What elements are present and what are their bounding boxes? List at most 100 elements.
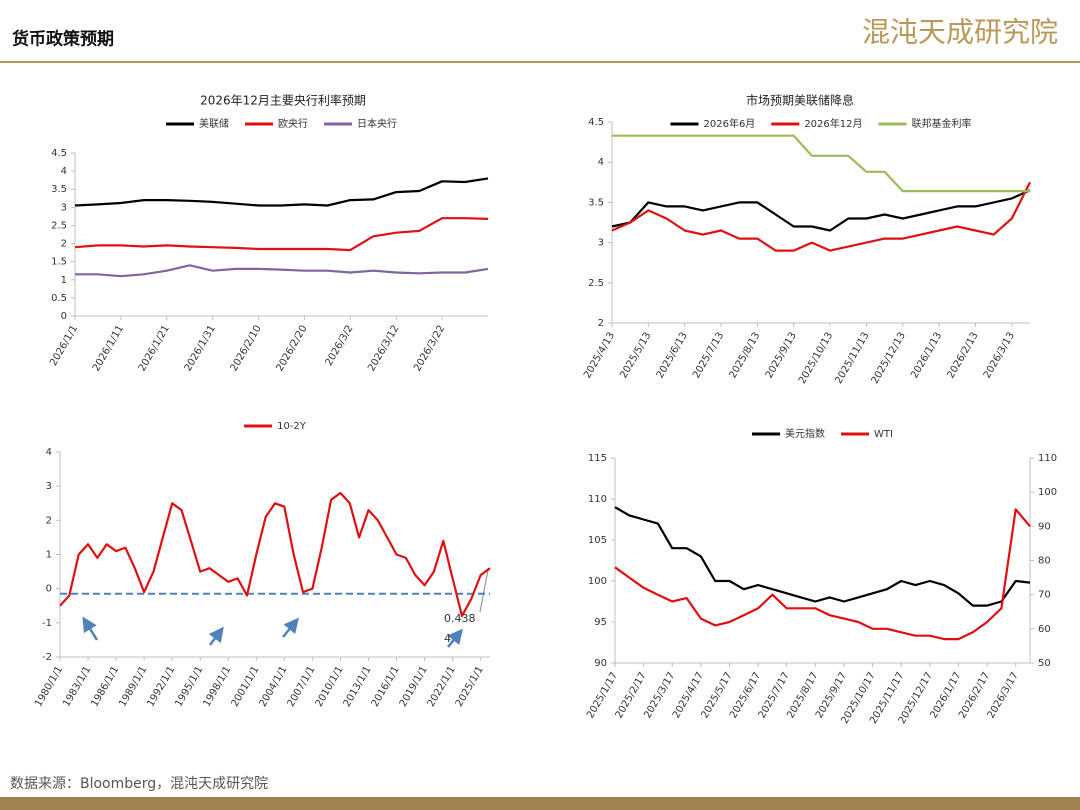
y2-tick-label: 80 — [1038, 556, 1051, 567]
source-note: 数据来源：Bloomberg，混沌天成研究院 — [10, 776, 268, 792]
x-tick-label: 2026/1/21 — [137, 324, 172, 374]
header-rule — [0, 61, 1080, 63]
x-tick-label: 1995/1/1 — [173, 665, 205, 709]
y2-tick-label: 100 — [1038, 487, 1057, 498]
x-tick-label: 2026/2/10 — [229, 324, 264, 374]
x-tick-label: 2025/5/13 — [618, 331, 653, 381]
legend-label: 美元指数 — [785, 427, 825, 440]
arrow — [282, 617, 299, 638]
arrow — [82, 616, 99, 641]
x-tick-label: 2026/2/13 — [946, 331, 981, 381]
x-tick-label: 2004/1/1 — [258, 665, 290, 709]
annotation-text: 0.4384 — [444, 612, 476, 645]
y-tick-label: 100 — [588, 576, 607, 587]
arrow — [447, 628, 463, 648]
legend: 美元指数 WTI — [752, 427, 893, 440]
y-tick-label: 2.5 — [588, 278, 604, 289]
x-tick-label: 2025/7/13 — [691, 331, 726, 381]
y-tick-label: 0 — [61, 311, 67, 322]
logo: 混沌天成研究院 — [862, 16, 1058, 49]
legend-label: 美联储 — [199, 117, 229, 130]
x-tick-label: 1983/1/1 — [61, 665, 93, 709]
x-tick-label: 2007/1/1 — [286, 665, 318, 709]
x-tick-label: 2022/1/1 — [426, 665, 458, 709]
y-tick-label: 115 — [588, 453, 607, 464]
x-tick-label: 2025/9/13 — [764, 331, 799, 381]
x-tick-label: 2026/1/1 — [48, 324, 80, 368]
y-tick-label: 4 — [61, 166, 67, 177]
y-tick-label: 4.5 — [51, 148, 67, 159]
y-tick-label: 2.5 — [51, 220, 67, 231]
y-tick-label: 0.5 — [51, 293, 67, 304]
arrow — [208, 626, 224, 646]
x-tick-label: 2025/11/13 — [833, 331, 871, 386]
y-tick-label: 1 — [61, 275, 67, 286]
y-tick-label: 1.5 — [51, 257, 67, 268]
y-tick-label: 2 — [598, 318, 604, 329]
y-tick-label: 4.5 — [588, 117, 604, 128]
x-tick-label: 1980/1/1 — [33, 665, 65, 709]
y-tick-label: 3.5 — [51, 184, 67, 195]
annotation-leader — [479, 569, 489, 613]
x-tick-label: 2010/1/1 — [314, 665, 346, 709]
arrows — [82, 616, 463, 648]
series-line — [59, 491, 491, 618]
chart-title: 2026年12月主要央行利率预期 — [200, 93, 366, 108]
y-tick-label: 3.5 — [588, 197, 604, 208]
legend: 10-2Y — [244, 421, 307, 432]
y2-tick-label: 90 — [1038, 521, 1051, 532]
series-line — [75, 264, 489, 278]
legend-label: 2026年12月 — [804, 117, 862, 130]
x-tick-label: 2026/3/2 — [324, 324, 356, 368]
y-tick-label: -1 — [42, 618, 52, 629]
y-tick-label: 95 — [594, 617, 607, 628]
legend-label: 联邦基金利率 — [912, 117, 972, 130]
y-tick-label: 1 — [46, 550, 52, 561]
series-line — [74, 177, 489, 207]
legend-label: 日本央行 — [357, 117, 397, 130]
y2-tick-label: 70 — [1038, 590, 1051, 601]
x-tick-label: 2025/4/13 — [582, 331, 617, 381]
y-tick-label: 105 — [588, 535, 607, 546]
x-tick-label: 1986/1/1 — [89, 665, 121, 709]
y-tick-label: -2 — [42, 652, 52, 663]
annotation: 0.4384 — [444, 612, 476, 645]
y-tick-label: 110 — [588, 494, 607, 505]
x-tick-label: 2025/8/13 — [727, 331, 762, 381]
series-line — [612, 134, 1030, 193]
x-tick-label: 2026/3/22 — [412, 324, 447, 374]
series-line — [611, 181, 1031, 252]
y2-tick-label: 50 — [1038, 658, 1051, 669]
x-tick-label: 2013/1/1 — [342, 665, 374, 709]
x-tick-label: 2025/10/13 — [797, 331, 835, 386]
x-tick-label: 1992/1/1 — [145, 665, 177, 709]
series-line — [614, 506, 1031, 607]
y-tick-label: 2 — [46, 515, 52, 526]
legend: 美联储 欧央行 日本央行 — [166, 117, 397, 130]
x-tick-label: 2025/1/1 — [454, 665, 486, 709]
x-tick-label: 2019/1/1 — [398, 665, 430, 709]
y-tick-label: 4 — [598, 157, 604, 168]
x-tick-label: 2026/1/11 — [91, 324, 126, 374]
x-tick-label: 1998/1/1 — [201, 665, 233, 709]
legend: 2026年6月 2026年12月 联邦基金利率 — [670, 117, 972, 130]
x-tick-label: 2026/2/20 — [274, 324, 309, 374]
x-tick-label: 1989/1/1 — [117, 665, 149, 709]
series-line — [614, 508, 1031, 641]
x-tick-label: 2016/1/1 — [370, 665, 402, 709]
y-tick-label: 2 — [61, 239, 67, 250]
legend-label: 2026年6月 — [704, 117, 756, 130]
y-tick-label: 90 — [594, 658, 607, 669]
x-tick-label: 2026/3/12 — [366, 324, 401, 374]
x-tick-label: 2026/3/13 — [982, 331, 1017, 381]
page-title: 货币政策预期 — [12, 29, 114, 50]
y-tick-label: 3 — [46, 481, 52, 492]
series-line — [74, 217, 489, 252]
legend-label: 欧央行 — [278, 117, 308, 130]
y-tick-label: 0 — [46, 584, 52, 595]
legend-label: 10-2Y — [277, 421, 307, 432]
legend-label: WTI — [874, 429, 893, 440]
footer-band — [0, 797, 1080, 810]
chart-title: 市场预期美联储降息 — [746, 93, 854, 108]
